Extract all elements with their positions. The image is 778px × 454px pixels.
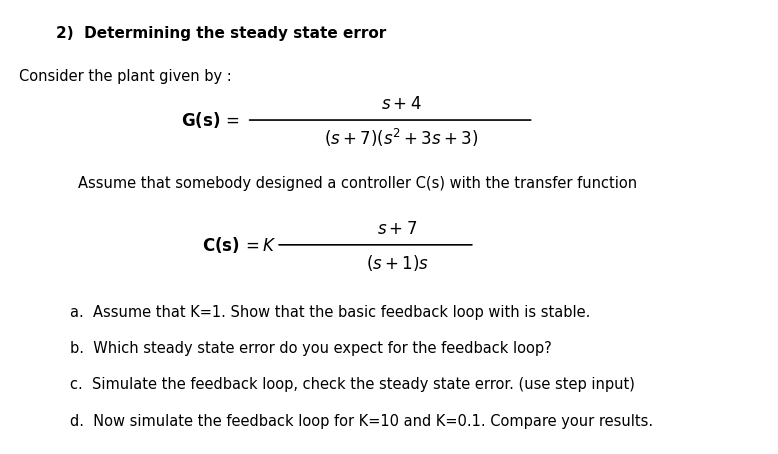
Text: b.  Which steady state error do you expect for the feedback loop?: b. Which steady state error do you expec…: [70, 340, 552, 355]
Text: $s + 4$: $s + 4$: [381, 95, 422, 114]
Text: $(s + 7)(s^2 + 3s + 3)$: $(s + 7)(s^2 + 3s + 3)$: [324, 127, 478, 149]
Text: 2)  Determining the steady state error: 2) Determining the steady state error: [56, 26, 386, 41]
Text: a.  Assume that K=1. Show that the basic feedback loop with is stable.: a. Assume that K=1. Show that the basic …: [70, 305, 591, 320]
Text: c.  Simulate the feedback loop, check the steady state error. (use step input): c. Simulate the feedback loop, check the…: [70, 377, 635, 392]
Text: d.  Now simulate the feedback loop for K=10 and K=0.1. Compare your results.: d. Now simulate the feedback loop for K=…: [70, 414, 654, 429]
Text: $\mathbf{G(s)}$$\,=$: $\mathbf{G(s)}$$\,=$: [180, 110, 240, 130]
Text: Consider the plant given by :: Consider the plant given by :: [19, 69, 232, 84]
Text: Assume that somebody designed a controller C(s) with the transfer function: Assume that somebody designed a controll…: [78, 176, 637, 191]
Text: $s + 7$: $s + 7$: [377, 220, 418, 238]
Text: $(s + 1)s$: $(s + 1)s$: [366, 253, 429, 273]
Text: $\mathbf{C(s)}$$\, = K$: $\mathbf{C(s)}$$\, = K$: [202, 235, 276, 255]
